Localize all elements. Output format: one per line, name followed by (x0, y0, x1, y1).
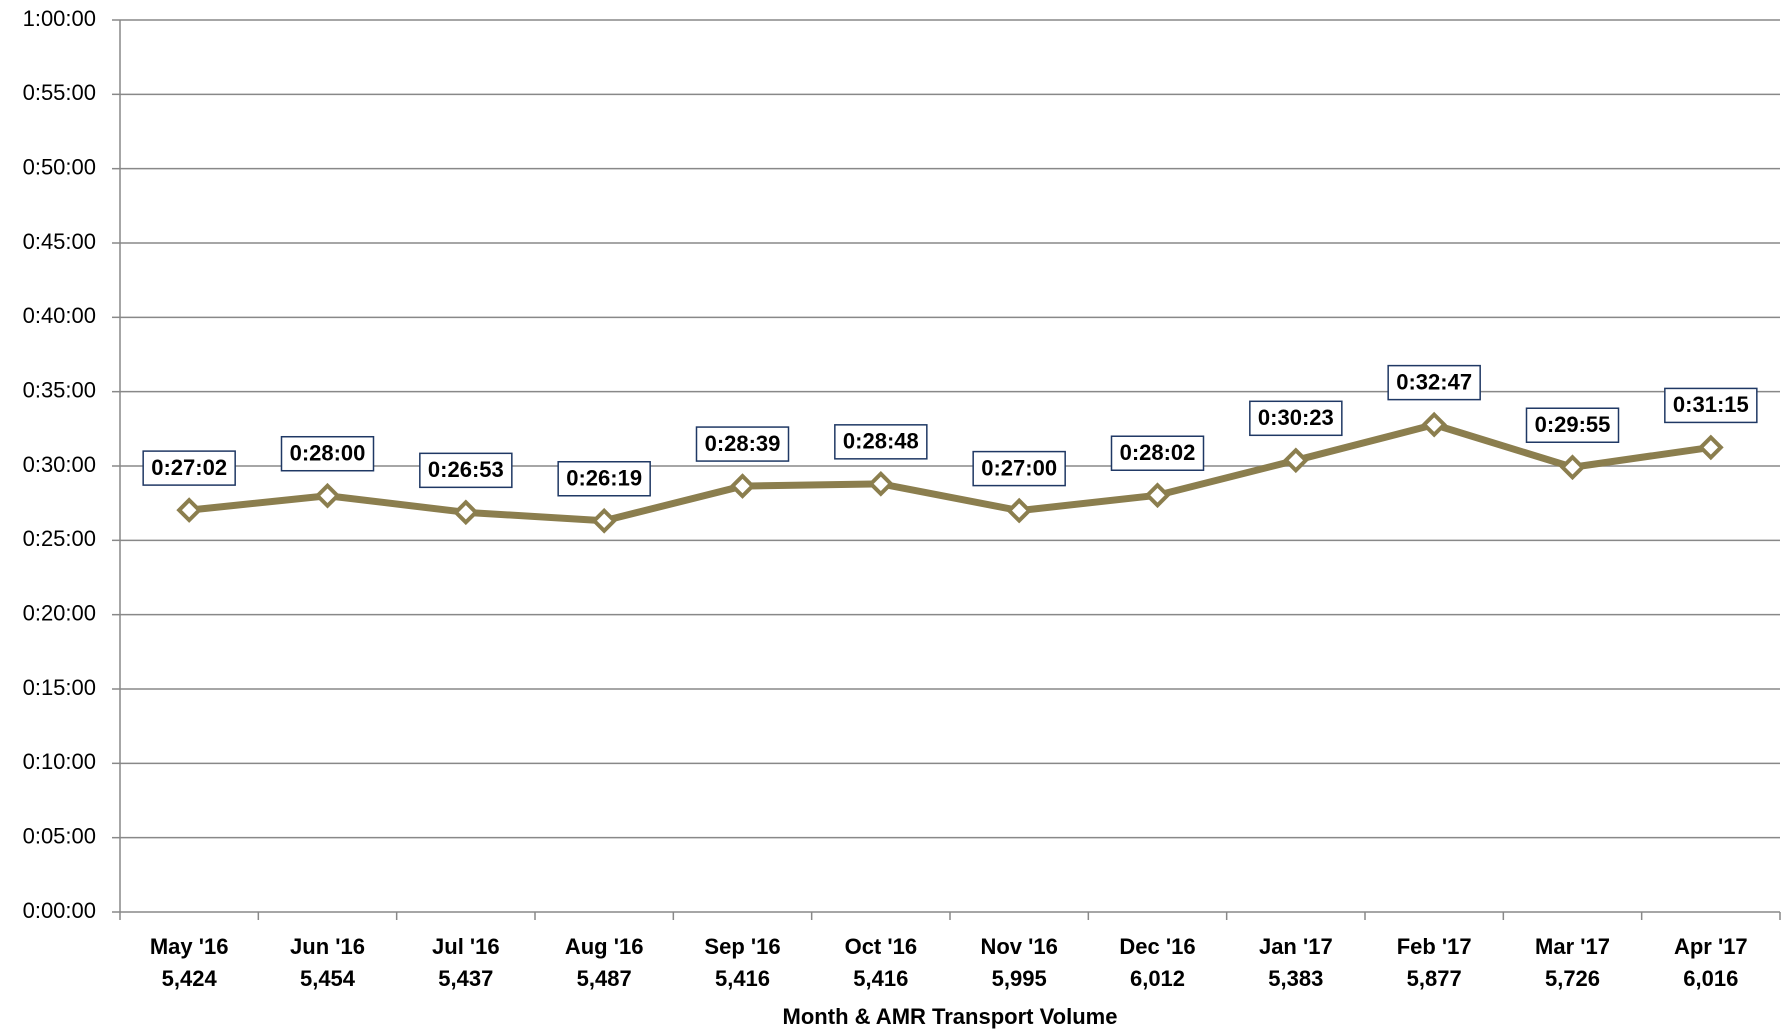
y-tick-label: 0:35:00 (23, 377, 96, 402)
marker (1006, 497, 1032, 524)
marker (591, 507, 617, 534)
data-label-box (1110, 435, 1205, 471)
y-tick-label: 0:55:00 (23, 80, 96, 105)
marker (1698, 434, 1724, 461)
data-label-box (1249, 400, 1343, 437)
y-tick-label: 0:40:00 (23, 303, 96, 328)
data-label: 0:28:39 (705, 431, 781, 456)
y-tick-label: 1:00:00 (23, 6, 96, 31)
x-tick-sublabel: 6,016 (1683, 966, 1738, 991)
x-tick-label: Jan '17 (1259, 934, 1333, 959)
data-label: 0:28:00 (290, 441, 366, 466)
x-axis-title: Month & AMR Transport Volume (783, 1004, 1118, 1029)
data-label-box (1387, 364, 1481, 401)
x-tick-label: Mar '17 (1535, 934, 1610, 959)
marker (868, 471, 894, 497)
x-tick-sublabel: 5,416 (853, 966, 908, 991)
y-tick-label: 0:30:00 (23, 452, 96, 477)
data-label: 0:32:47 (1396, 369, 1472, 394)
data-label: 0:28:02 (1120, 440, 1196, 465)
y-tick-label: 0:10:00 (23, 749, 96, 774)
marker (1559, 454, 1586, 481)
y-tick-label: 0:50:00 (23, 154, 96, 179)
x-tick-sublabel: 5,454 (300, 966, 356, 991)
x-tick-sublabel: 5,487 (577, 966, 632, 991)
y-tick-label: 0:05:00 (23, 823, 96, 848)
x-tick-sublabel: 5,383 (1268, 966, 1323, 991)
x-tick-sublabel: 5,437 (438, 966, 493, 991)
data-label-box (695, 426, 790, 462)
marker (314, 482, 341, 509)
y-tick-label: 0:15:00 (23, 675, 96, 700)
data-label-box (557, 461, 651, 497)
data-label-box (834, 424, 928, 460)
x-tick-label: Dec '16 (1119, 934, 1195, 959)
x-tick-label: May '16 (150, 934, 229, 959)
data-label: 0:27:00 (981, 455, 1057, 480)
marker (1144, 482, 1171, 509)
data-label-box (280, 435, 375, 472)
data-label: 0:30:23 (1258, 405, 1334, 430)
data-label-box (1525, 407, 1620, 443)
data-label: 0:26:53 (428, 457, 504, 482)
x-tick-label: Sep '16 (704, 934, 780, 959)
data-label-box (1664, 387, 1758, 424)
y-tick-label: 0:25:00 (23, 526, 96, 551)
y-tick-label: 0:45:00 (23, 229, 96, 254)
x-tick-sublabel: 5,424 (162, 966, 218, 991)
x-tick-label: Nov '16 (980, 934, 1057, 959)
data-label: 0:28:48 (843, 429, 919, 454)
x-tick-sublabel: 6,012 (1130, 966, 1185, 991)
marker (176, 497, 202, 523)
data-label-box (142, 450, 236, 486)
x-tick-sublabel: 5,416 (715, 966, 770, 991)
data-label-box (972, 450, 1066, 487)
marker (1283, 447, 1309, 474)
x-tick-sublabel: 5,877 (1407, 966, 1462, 991)
x-tick-label: Jun '16 (290, 934, 365, 959)
x-tick-label: Apr '17 (1674, 934, 1748, 959)
data-label: 0:31:15 (1673, 392, 1749, 417)
x-tick-label: Feb '17 (1397, 934, 1472, 959)
x-tick-label: Aug '16 (565, 934, 644, 959)
x-tick-label: Oct '16 (845, 934, 918, 959)
x-tick-sublabel: 5,995 (992, 966, 1047, 991)
marker (1421, 411, 1447, 438)
x-tick-label: Jul '16 (432, 934, 500, 959)
y-tick-label: 0:20:00 (23, 600, 96, 625)
marker (729, 473, 756, 499)
data-label: 0:26:19 (566, 466, 642, 491)
data-label: 0:27:02 (151, 455, 227, 480)
y-tick-label: 0:00:00 (23, 898, 96, 923)
data-label-box (419, 452, 513, 489)
marker (453, 499, 479, 526)
x-tick-sublabel: 5,726 (1545, 966, 1600, 991)
data-label: 0:29:55 (1535, 412, 1611, 437)
line (188, 421, 1712, 525)
